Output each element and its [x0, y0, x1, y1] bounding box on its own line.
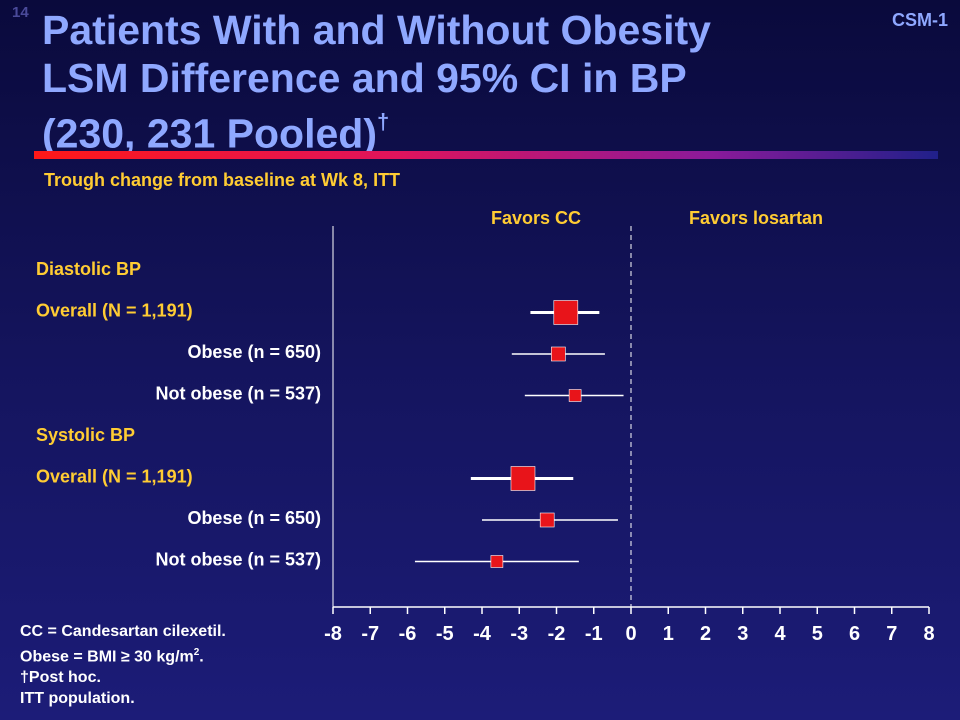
- title-line-3-text: (230, 231 Pooled): [42, 110, 377, 157]
- slide-number: 14: [12, 4, 29, 21]
- row-label: Obese (n = 650): [187, 508, 321, 528]
- section-header: Systolic BP: [36, 425, 135, 445]
- x-tick-label: 0: [625, 623, 636, 645]
- x-tick-label: -5: [436, 623, 454, 645]
- estimate-marker: [539, 512, 555, 528]
- title-dagger: †: [376, 109, 390, 134]
- x-tick-label: -4: [473, 623, 492, 645]
- footnote-posthoc: †Post hoc.: [20, 669, 101, 687]
- x-tick-label: -6: [399, 623, 417, 645]
- x-tick-label: 8: [923, 623, 934, 645]
- estimate-marker: [568, 389, 582, 402]
- footnote-obese: Obese = BMI ≥ 30 kg/m2.: [20, 642, 226, 667]
- x-tick-label: 1: [663, 623, 674, 645]
- footnote-obese-suffix: .: [199, 648, 204, 666]
- x-tick-label: 3: [737, 623, 748, 645]
- x-tick-label: -8: [324, 623, 342, 645]
- x-tick-label: 2: [700, 623, 711, 645]
- row-label: Overall (N = 1,191): [36, 467, 193, 487]
- footnote-abbrev: CC = Candesartan cilexetil.: [20, 623, 226, 640]
- x-tick-label: 4: [774, 623, 786, 645]
- footnote-obese-text: Obese = BMI ≥ 30 kg/m: [20, 648, 194, 666]
- x-tick-label: 5: [812, 623, 823, 645]
- row-label: Overall (N = 1,191): [36, 301, 193, 321]
- slide-code: CSM-1: [891, 10, 948, 30]
- title-line-1: Patients With and Without Obesity: [42, 7, 711, 53]
- chart-subtitle: Trough change from baseline at Wk 8, ITT: [44, 170, 401, 190]
- footnote-obese-sup: 2: [193, 647, 200, 658]
- footnote-itt: ITT population.: [20, 690, 135, 708]
- estimate-marker: [551, 346, 566, 362]
- estimate-marker: [553, 300, 579, 325]
- x-tick-label: -2: [548, 623, 566, 645]
- row-label: Obese (n = 650): [187, 342, 321, 362]
- x-tick-label: 6: [849, 623, 860, 645]
- title-line-3: (230, 231 Pooled)†: [42, 102, 862, 158]
- favors-left-label: Favors CC: [491, 208, 581, 228]
- row-label: Not obese (n = 537): [155, 384, 321, 404]
- estimate-marker: [510, 466, 536, 491]
- x-tick-label: 7: [886, 623, 897, 645]
- estimate-marker: [490, 555, 504, 568]
- favors-right-label: Favors losartan: [689, 208, 823, 228]
- footnotes: CC = Candesartan cilexetil. Obese = BMI …: [20, 621, 226, 709]
- section-header: Diastolic BP: [36, 259, 141, 279]
- x-tick-label: -7: [361, 623, 379, 645]
- x-tick-label: -1: [585, 623, 603, 645]
- x-tick-label: -3: [510, 623, 528, 645]
- title-line-2: LSM Difference and 95% CI in BP: [42, 55, 687, 101]
- title-divider: [34, 151, 938, 159]
- row-label: Not obese (n = 537): [155, 550, 321, 570]
- slide-title: Patients With and Without Obesity LSM Di…: [42, 6, 862, 158]
